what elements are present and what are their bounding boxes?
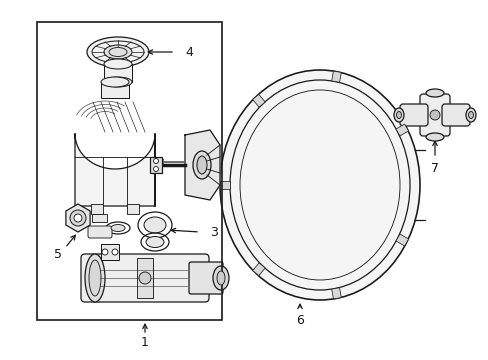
- Bar: [395, 124, 408, 136]
- Circle shape: [112, 249, 118, 255]
- Ellipse shape: [193, 151, 210, 179]
- Polygon shape: [75, 134, 155, 206]
- Bar: [395, 234, 408, 246]
- Bar: [331, 71, 341, 82]
- Ellipse shape: [111, 225, 125, 231]
- Text: 3: 3: [209, 225, 218, 238]
- Ellipse shape: [197, 156, 206, 174]
- Ellipse shape: [213, 266, 228, 290]
- Bar: [252, 263, 264, 276]
- Ellipse shape: [89, 260, 101, 296]
- Bar: [104, 64, 132, 82]
- FancyBboxPatch shape: [88, 226, 112, 238]
- Circle shape: [74, 214, 82, 222]
- Bar: [137, 258, 153, 298]
- Ellipse shape: [396, 112, 401, 118]
- Circle shape: [153, 166, 158, 171]
- Ellipse shape: [220, 70, 419, 300]
- Polygon shape: [66, 204, 90, 232]
- Ellipse shape: [101, 77, 129, 87]
- Ellipse shape: [217, 271, 224, 285]
- Text: 4: 4: [184, 45, 192, 58]
- Text: 1: 1: [141, 336, 149, 348]
- Polygon shape: [184, 130, 220, 200]
- Text: 7: 7: [430, 162, 438, 175]
- Bar: [150, 157, 162, 173]
- FancyBboxPatch shape: [189, 262, 223, 294]
- Ellipse shape: [104, 59, 132, 69]
- Ellipse shape: [104, 77, 132, 87]
- Bar: [220, 181, 229, 189]
- FancyBboxPatch shape: [441, 104, 469, 126]
- FancyBboxPatch shape: [419, 94, 449, 136]
- Bar: [101, 244, 119, 260]
- Bar: [127, 204, 139, 214]
- Text: 5: 5: [54, 248, 62, 261]
- Bar: [331, 288, 341, 299]
- Bar: [37, 22, 222, 320]
- Ellipse shape: [465, 108, 475, 122]
- Bar: [92, 214, 107, 222]
- Circle shape: [153, 158, 158, 163]
- Ellipse shape: [146, 237, 163, 248]
- Bar: [91, 204, 103, 214]
- Text: 6: 6: [295, 314, 304, 327]
- Circle shape: [139, 272, 151, 284]
- Circle shape: [70, 210, 86, 226]
- Ellipse shape: [393, 108, 403, 122]
- Text: 2: 2: [209, 156, 218, 168]
- Ellipse shape: [85, 254, 105, 302]
- Ellipse shape: [425, 133, 443, 141]
- Ellipse shape: [143, 217, 165, 233]
- Ellipse shape: [104, 45, 132, 59]
- Bar: [101, 82, 129, 98]
- FancyBboxPatch shape: [81, 254, 208, 302]
- FancyBboxPatch shape: [399, 104, 427, 126]
- Circle shape: [102, 249, 108, 255]
- Bar: [252, 94, 264, 107]
- Ellipse shape: [87, 37, 149, 67]
- Ellipse shape: [425, 89, 443, 97]
- Ellipse shape: [468, 112, 472, 118]
- Circle shape: [429, 110, 439, 120]
